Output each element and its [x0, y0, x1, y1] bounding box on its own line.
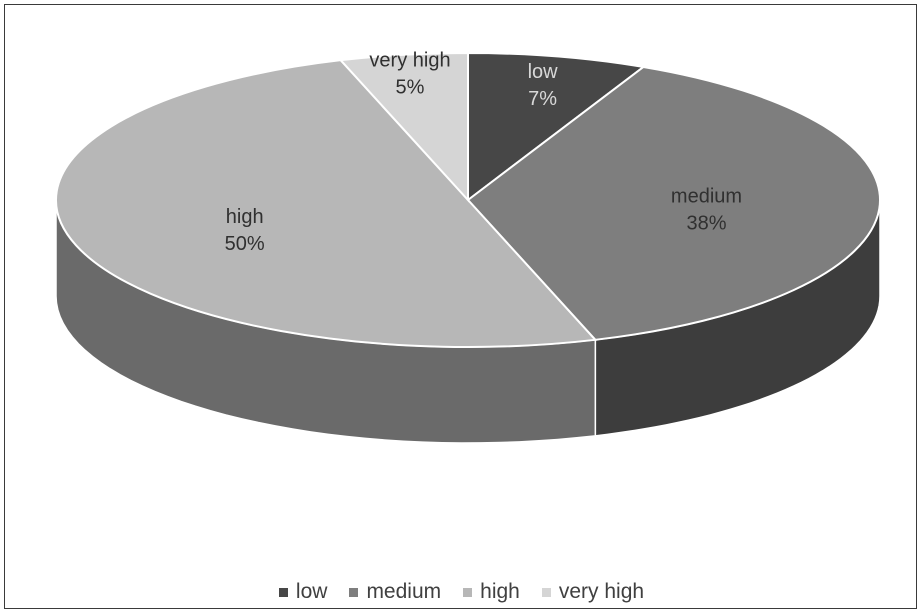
data-label-value-high: 50% [225, 233, 265, 255]
legend-label-low: low [295, 580, 328, 603]
pie-top [55, 51, 882, 348]
data-label-value-low: 7% [528, 88, 557, 110]
data-label-category-high: high [226, 206, 264, 228]
data-label-category-medium: medium [671, 185, 742, 207]
pie-slice-very-high [338, 51, 469, 203]
pie-slice-medium [466, 65, 882, 341]
legend-item-high: high [463, 580, 520, 604]
legend-label-very-high: very high [558, 580, 645, 603]
pie-chart: low 7% medium 38% high 50% very high 5% [55, 49, 882, 444]
pie-slice-low [467, 51, 646, 203]
legend-swatch-medium [349, 587, 359, 597]
data-label-category-low: low [528, 61, 559, 83]
legend-swatch-high [463, 587, 473, 597]
data-label-value-medium: 38% [686, 212, 726, 234]
legend-swatch-low [278, 587, 288, 597]
pie-slice-high [55, 59, 598, 348]
chart-frame: low 7% medium 38% high 50% very high 5% low medi… [4, 4, 917, 609]
legend-item-medium: medium [349, 580, 441, 604]
data-label-value-very-high: 5% [396, 76, 425, 98]
legend-item-low: low [278, 580, 328, 604]
legend-label-high: high [480, 580, 520, 603]
legend: low medium high very high [5, 577, 918, 607]
legend-label-medium: medium [366, 580, 442, 603]
legend-swatch-very-high [541, 587, 551, 597]
legend-item-very-high: very high [541, 580, 645, 604]
data-label-category-very-high: very high [369, 49, 450, 71]
